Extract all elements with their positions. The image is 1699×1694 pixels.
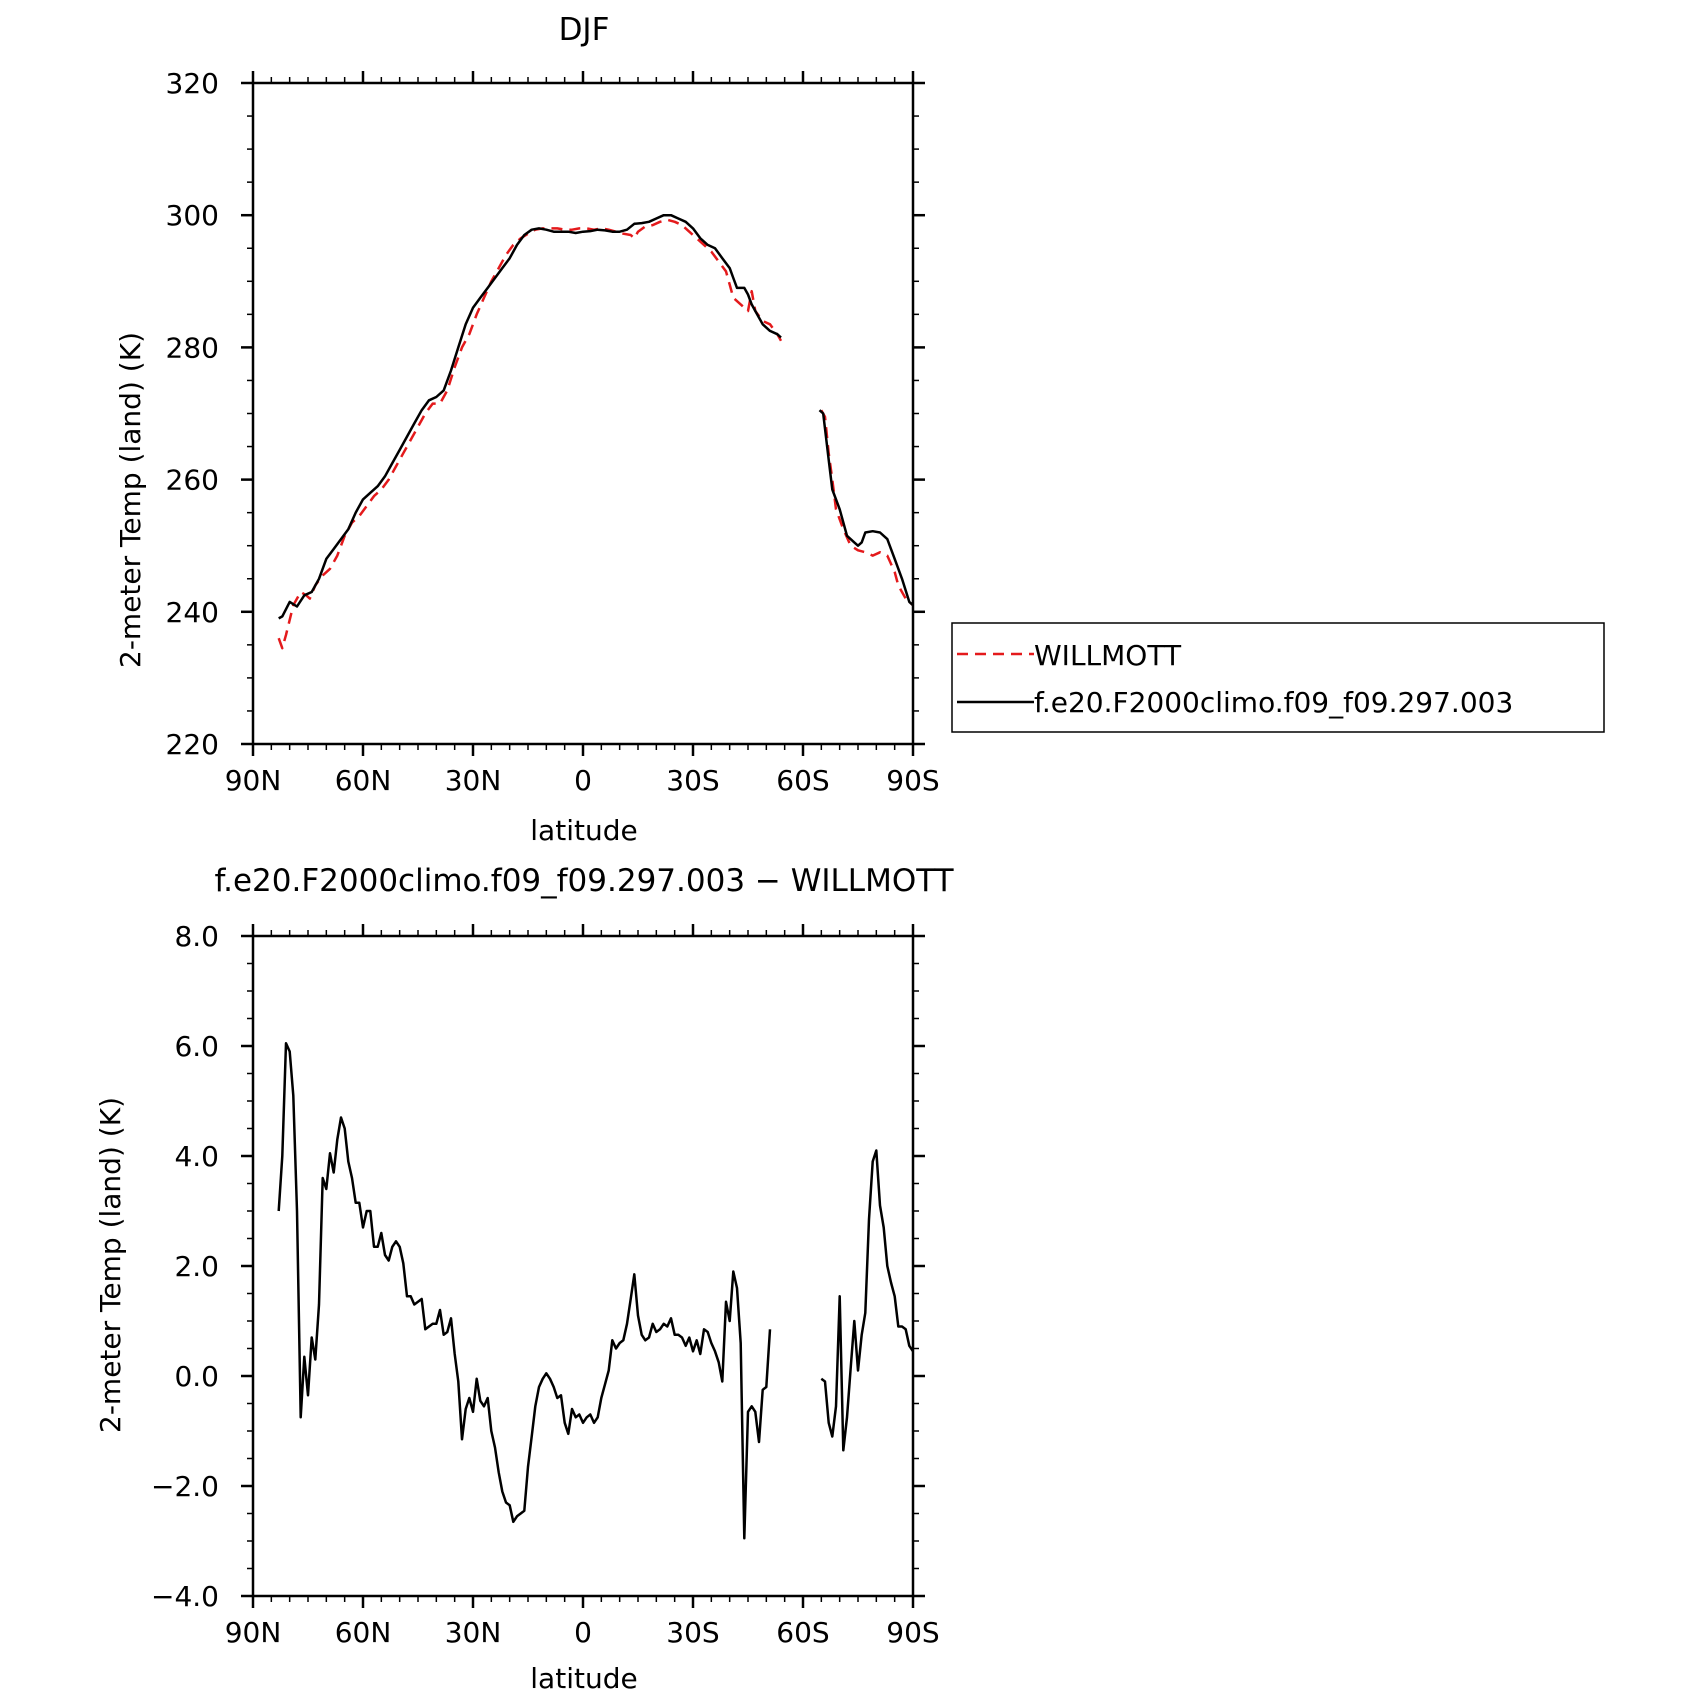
top-series-line-0	[277, 218, 783, 650]
top-x-tick-label: 0	[574, 764, 592, 797]
top-panel: DJF latitude 2-meter Temp (land) (K) 90N…	[114, 12, 940, 847]
bottom-panel: f.e20.F2000climo.f09_f09.297.003 − WILLM…	[94, 863, 955, 1694]
bottom-x-tick-label: 30N	[445, 1616, 502, 1649]
top-title: DJF	[559, 12, 610, 48]
top-series-line-1	[818, 409, 914, 607]
top-y-tick-label: 220	[166, 728, 219, 761]
bottom-x-axis-label: latitude	[530, 1662, 637, 1694]
bottom-x-tick-label: 30S	[666, 1616, 719, 1649]
top-series-line-1	[278, 213, 782, 620]
bottom-series-lines	[277, 1042, 915, 1540]
top-x-tick-label: 30S	[666, 764, 719, 797]
top-x-tick-label: 90S	[886, 764, 939, 797]
top-y-tick-label: 260	[166, 464, 219, 497]
bottom-x-tick-label: 90S	[886, 1616, 939, 1649]
top-x-tick-label: 60N	[335, 764, 392, 797]
bottom-plot-frame	[251, 934, 915, 1598]
top-y-tick-label: 300	[166, 199, 219, 232]
bottom-tick-labels: 90N 60N 30N 0 30S 60S 90S −4.0 −2.0 0.0 2.0 4.0 6.0 8…	[151, 920, 940, 1649]
bottom-title: f.e20.F2000climo.f09_f09.297.003 − WILLM…	[214, 863, 954, 899]
bottom-y-tick-label: 0.0	[174, 1360, 219, 1393]
bottom-y-tick-label: 2.0	[174, 1250, 219, 1283]
top-x-tick-label: 60S	[776, 764, 829, 797]
bottom-y-tick-label: 8.0	[174, 920, 219, 953]
legend-label-willmott: WILLMOTT	[1034, 639, 1182, 672]
top-y-tick-label: 320	[166, 67, 219, 100]
top-y-axis-label: 2-meter Temp (land) (K)	[114, 332, 147, 668]
bottom-axis-ticks	[241, 924, 925, 1608]
legend: WILLMOTT f.e20.F2000climo.f09_f09.297.00…	[951, 622, 1605, 733]
bottom-y-tick-label: −2.0	[151, 1470, 219, 1503]
legend-box	[951, 622, 1605, 733]
top-y-tick-label: 240	[166, 596, 219, 629]
top-series-lines	[277, 213, 914, 650]
top-plot-frame	[251, 81, 915, 746]
top-y-tick-label: 280	[166, 331, 219, 364]
bottom-series-line-0	[820, 1149, 915, 1452]
legend-label-model: f.e20.F2000climo.f09_f09.297.003	[1034, 686, 1513, 719]
top-tick-labels: 90N 60N 30N 0 30S 60S 90S 220 240 260 280 300 320	[166, 67, 940, 797]
bottom-series-line-0	[277, 1042, 772, 1540]
top-x-tick-label: 90N	[225, 764, 282, 797]
bottom-y-axis-label: 2-meter Temp (land) (K)	[94, 1097, 127, 1433]
bottom-x-tick-label: 60S	[776, 1616, 829, 1649]
bottom-y-tick-label: 6.0	[174, 1030, 219, 1063]
bottom-y-tick-label: −4.0	[151, 1580, 219, 1613]
bottom-x-tick-label: 60N	[335, 1616, 392, 1649]
top-series-line-0	[820, 409, 914, 607]
bottom-y-tick-label: 4.0	[174, 1140, 219, 1173]
top-x-axis-label: latitude	[530, 814, 637, 847]
bottom-x-tick-label: 0	[574, 1616, 592, 1649]
bottom-x-tick-label: 90N	[225, 1616, 282, 1649]
top-x-tick-label: 30N	[445, 764, 502, 797]
